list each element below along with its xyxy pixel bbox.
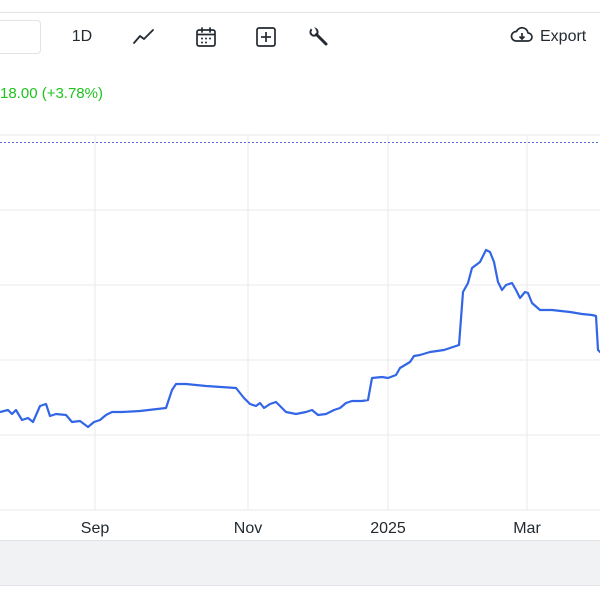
price-change: 18.00 (+3.78%) (0, 85, 103, 102)
line-chart-icon[interactable] (128, 20, 160, 54)
chart-navigator[interactable] (0, 540, 600, 586)
grid (0, 134, 600, 511)
export-label: Export (540, 28, 587, 45)
x-tick-label: Sep (81, 520, 110, 537)
x-axis: Sep Nov 2025 Mar (81, 520, 542, 537)
x-tick-label: Mar (513, 520, 541, 537)
x-tick-label: Nov (234, 520, 262, 537)
x-tick-label: 2025 (370, 520, 406, 537)
price-series-line (0, 248, 600, 429)
chart-toolbar: 1D (0, 20, 600, 54)
price-chart[interactable]: Sep Nov 2025 Mar (0, 130, 600, 538)
interval-label: 1D (71, 28, 93, 45)
plus-box-icon[interactable] (250, 20, 282, 54)
range-selector[interactable] (0, 20, 41, 54)
interval-button[interactable]: 1D (64, 20, 100, 54)
calendar-icon[interactable] (190, 20, 222, 54)
cloud-download-icon (510, 25, 534, 50)
wrench-icon[interactable] (302, 20, 334, 54)
top-divider (0, 12, 600, 13)
export-button[interactable]: Export (510, 20, 586, 54)
